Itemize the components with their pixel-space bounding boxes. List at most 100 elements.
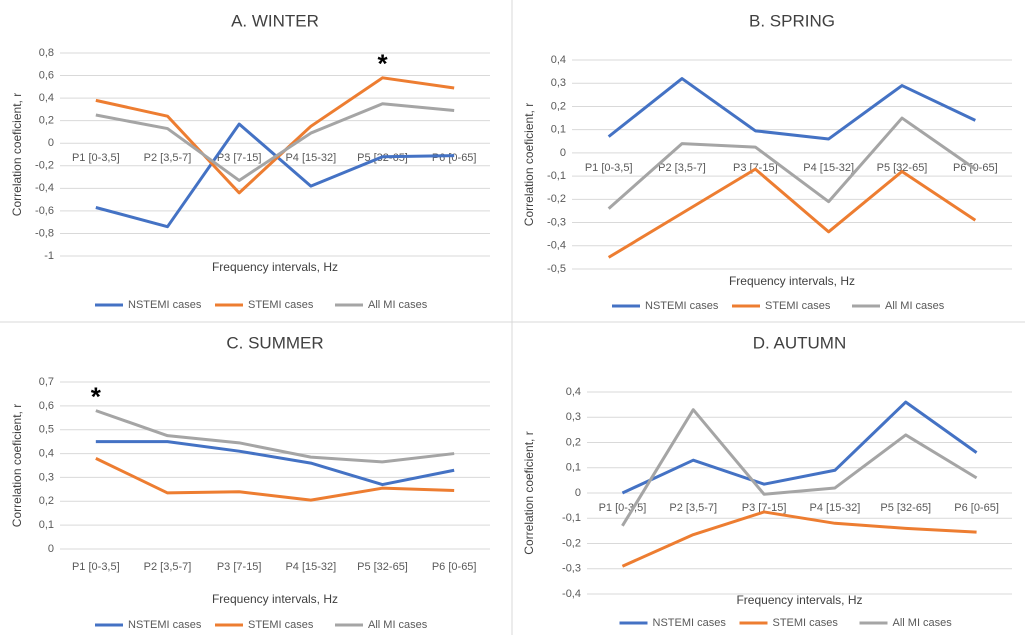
y-tick-label: 0,3 (39, 471, 54, 483)
x-tick-label: P2 [3,5-7] (669, 502, 717, 514)
y-tick-label: -0,2 (547, 193, 566, 205)
y-tick-label: 0,2 (39, 115, 54, 127)
y-axis-label: Correlation coeficient, r (522, 431, 536, 554)
y-tick-label: 0,3 (566, 411, 581, 423)
y-tick-label: -0,5 (547, 263, 566, 275)
chart-title: B. SPRING (749, 11, 835, 30)
annotation: * (377, 49, 388, 79)
y-tick-label: -0,4 (562, 588, 581, 600)
panel: A. WINTER -1 -0,8 -0,6 -0,4 -0,2 0 0,2 0,4 0,6 0,8… (10, 11, 490, 311)
y-tick-label: -0,1 (562, 512, 581, 524)
x-tick-label: P3 [7-15] (217, 561, 262, 573)
data-line (95, 409, 455, 464)
x-tick-label: P3 [7-15] (217, 152, 262, 164)
panel: C. SUMMER 0 0,1 0,2 0,3 0,4 0,5 0,6 0,7 P1 [0-3,5… (10, 333, 490, 631)
x-tick-label: P6 [0-65] (432, 152, 477, 164)
data-line (607, 167, 977, 259)
y-tick-label: 0,4 (39, 447, 54, 459)
y-tick-label: 0,2 (39, 495, 54, 507)
legend-label: NSTEMI cases (653, 617, 727, 629)
chart-title: A. WINTER (231, 11, 319, 30)
x-axis-label: Frequency intervals, Hz (212, 260, 338, 274)
x-tick-label: P2 [3,5-7] (144, 152, 192, 164)
legend-label: STEMI cases (765, 300, 831, 312)
legend-label: STEMI cases (248, 619, 314, 631)
panel: B. SPRING -0,5 -0,4 -0,3 -0,2 -0,1 0 0,1 0,2 0,3 0… (522, 11, 1012, 312)
panel: D. AUTUMN -0,4 -0,3 -0,2 -0,1 0 0,1 0,2 0,3 0,4 P1… (522, 333, 1012, 629)
y-tick-label: 0,1 (39, 519, 54, 531)
x-tick-label: P1 [0-3,5] (599, 502, 647, 514)
x-axis-label: Frequency intervals, Hz (736, 593, 862, 607)
data-line (621, 408, 978, 527)
y-tick-label: 0 (560, 147, 566, 159)
legend-label: NSTEMI cases (645, 300, 719, 312)
x-tick-label: P5 [32-65] (357, 561, 408, 573)
legend-label: NSTEMI cases (128, 299, 202, 311)
y-tick-label: 0,6 (39, 69, 54, 81)
y-tick-label: 0,2 (551, 100, 566, 112)
y-tick-label: -1 (44, 250, 54, 262)
x-tick-label: P5 [32-65] (877, 162, 928, 174)
legend-label: NSTEMI cases (128, 619, 202, 631)
y-tick-label: 0,4 (39, 92, 54, 104)
x-tick-label: P2 [3,5-7] (144, 561, 192, 573)
y-tick-label: -0,6 (35, 205, 54, 217)
y-tick-label: -0,8 (35, 227, 54, 239)
y-axis-label: Correlation coeficient, r (10, 404, 24, 527)
data-line (607, 77, 976, 141)
y-tick-label: 0,1 (551, 124, 566, 136)
y-tick-label: 0,7 (39, 376, 54, 388)
y-tick-label: 0 (575, 487, 581, 499)
x-tick-label: P1 [0-3,5] (72, 152, 120, 164)
data-line (95, 440, 455, 487)
legend-label: STEMI cases (248, 299, 314, 311)
y-tick-label: -0,4 (547, 240, 566, 252)
data-line (621, 400, 978, 495)
legend-label: All MI cases (368, 299, 428, 311)
x-tick-label: P2 [3,5-7] (658, 162, 706, 174)
y-axis-label: Correlation coeficient, r (522, 103, 536, 226)
x-tick-label: P4 [15-32] (810, 502, 861, 514)
chart-title: D. AUTUMN (753, 333, 847, 352)
x-tick-label: P4 [15-32] (803, 162, 854, 174)
x-tick-label: P6 [0-65] (432, 561, 477, 573)
legend-label: All MI cases (893, 617, 953, 629)
x-tick-label: P4 [15-32] (285, 152, 336, 164)
annotation: * (91, 382, 102, 412)
y-tick-label: -0,3 (562, 563, 581, 575)
y-tick-label: -0,2 (562, 537, 581, 549)
data-line (95, 76, 455, 195)
data-line (607, 116, 977, 210)
x-tick-label: P6 [0-65] (954, 502, 999, 514)
x-tick-label: P4 [15-32] (285, 561, 336, 573)
y-tick-label: 0,1 (566, 462, 581, 474)
x-tick-label: P1 [0-3,5] (72, 561, 120, 573)
data-line (95, 102, 455, 182)
x-tick-label: P1 [0-3,5] (585, 162, 633, 174)
y-tick-label: 0,4 (566, 386, 581, 398)
y-tick-label: -0,1 (547, 170, 566, 182)
y-axis-label: Correlation coeficient, r (10, 93, 24, 216)
x-tick-label: P5 [32-65] (880, 502, 931, 514)
chart-title: C. SUMMER (226, 333, 323, 352)
y-tick-label: -0,4 (35, 182, 54, 194)
legend-label: All MI cases (885, 300, 945, 312)
y-tick-label: -0,2 (35, 160, 54, 172)
legend-label: All MI cases (368, 619, 428, 631)
data-line (95, 456, 455, 502)
x-axis-label: Frequency intervals, Hz (212, 592, 338, 606)
legend-label: STEMI cases (773, 617, 839, 629)
y-tick-label: 0,3 (551, 77, 566, 89)
y-tick-label: 0,4 (551, 54, 566, 66)
y-tick-label: 0,2 (566, 436, 581, 448)
x-tick-label: P3 [7-15] (742, 502, 787, 514)
x-axis-label: Frequency intervals, Hz (729, 274, 855, 288)
y-tick-label: 0 (48, 543, 54, 555)
y-tick-label: 0,6 (39, 400, 54, 412)
y-tick-label: -0,3 (547, 216, 566, 228)
y-tick-label: 0,8 (39, 47, 54, 59)
data-line (621, 510, 977, 568)
y-tick-label: 0,5 (39, 424, 54, 436)
